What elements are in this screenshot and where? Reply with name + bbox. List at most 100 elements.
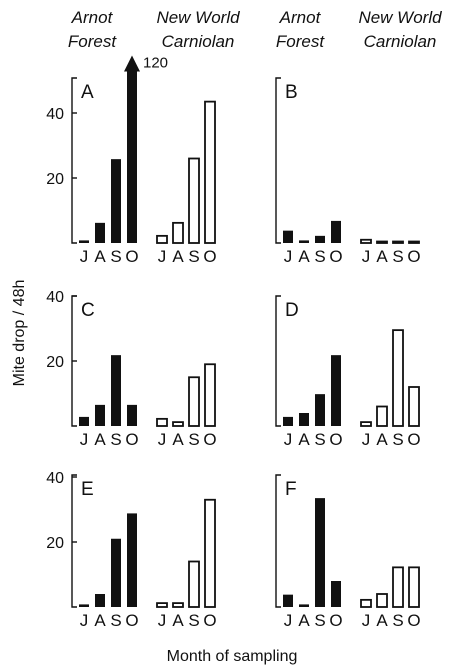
x-axis-label: Month of sampling [167,648,298,665]
x-tick-label: J [158,430,167,449]
x-tick-label: S [314,430,325,449]
bar-carniolan-a [376,240,388,244]
bar-carniolan-o [204,498,216,608]
bar-carniolan-j [360,598,372,608]
bar-arnot-a [95,594,105,607]
bar-carniolan-o [408,386,420,427]
group-label-2-line1: New World [156,8,240,27]
bar-carniolan-o [204,100,216,244]
x-tick-label: A [172,430,184,449]
panel-f: FJ A S O J A S O [275,474,421,630]
bar-arnot-a [299,240,309,243]
x-tick-label: O [329,611,342,630]
x-tick-label: A [94,430,106,449]
bar-arnot-s [111,355,121,426]
x-tick-label: A [298,611,310,630]
panel-label: A [81,82,94,103]
bar-arnot-o [127,404,137,426]
x-tick-label: O [125,430,138,449]
bar-carniolan-o [408,240,420,244]
x-tick-label: A [376,247,388,266]
x-tick-label: J [284,430,293,449]
y-axis-label: Mite drop / 48h [11,280,28,387]
x-tick-label: J [284,611,293,630]
overflow-value-label: 120 [143,55,168,72]
bar-arnot-o [127,67,137,243]
x-tick-label: O [203,247,216,266]
bar-arnot-o [127,513,137,607]
x-tick-label: O [203,430,216,449]
x-tick-label: A [172,247,184,266]
x-tick-label: S [110,430,121,449]
x-tick-label: S [110,611,121,630]
x-tick-label: S [392,247,403,266]
y-tick-label: 20 [46,354,64,371]
bar-carniolan-j [156,417,168,427]
bar-arnot-o [331,220,341,243]
x-tick-label: S [110,247,121,266]
bar-arnot-j [283,594,293,607]
x-tick-label: S [314,247,325,266]
bar-arnot-a [95,222,105,243]
panel-label: B [285,82,298,103]
bar-arnot-s [111,159,121,243]
x-tick-label: S [188,611,199,630]
bar-carniolan-o [408,566,420,608]
x-tick-label: J [80,430,89,449]
bar-carniolan-s [188,376,200,427]
y-axis-line [275,474,281,608]
bar-arnot-o [331,581,341,607]
x-tick-label: O [407,611,420,630]
x-tick-label: S [392,611,403,630]
bar-arnot-j [79,604,89,607]
y-axis-line [275,295,281,427]
group-label-1-line1: Arnot [71,8,114,27]
x-tick-label: O [329,247,342,266]
group-label-1-line2: Forest [68,32,117,51]
bar-carniolan-s [392,329,404,427]
x-tick-label: S [392,430,403,449]
panel-label: F [285,479,297,500]
x-tick-label: J [158,611,167,630]
y-axis-line [71,77,77,244]
bar-arnot-j [79,416,89,426]
bar-arnot-s [111,538,121,607]
bar-carniolan-j [360,238,372,244]
group-label-3-line1: Arnot [279,8,322,27]
x-tick-label: A [376,611,388,630]
y-tick-label: 40 [46,289,64,306]
group-label-2-line2: Carniolan [162,32,235,51]
bar-carniolan-j [360,421,372,427]
bar-arnot-j [283,230,293,243]
y-tick-label: 20 [46,171,64,188]
panel-b: BJ A S O J A S O [275,77,421,266]
group-label-4-line2: Carniolan [364,32,437,51]
bar-arnot-s [315,498,325,607]
bar-arnot-s [315,235,325,243]
panel-label: C [81,300,95,321]
y-axis-line [71,474,77,608]
y-tick-label: 20 [46,535,64,552]
group-label-3-line2: Forest [276,32,325,51]
x-tick-label: A [94,247,106,266]
x-tick-label: J [362,611,371,630]
panel-d: DJ A S O J A S O [275,295,421,449]
group-header: Arnot Forest New World Carniolan Arnot F… [68,8,442,51]
panel-label: D [285,300,299,321]
x-tick-label: J [362,430,371,449]
bar-carniolan-a [376,593,388,608]
x-tick-label: A [94,611,106,630]
x-tick-label: O [125,247,138,266]
bar-carniolan-j [156,234,168,244]
y-axis-line [275,77,281,244]
bar-carniolan-j [156,602,168,608]
y-tick-label: 40 [46,470,64,487]
x-tick-label: J [362,247,371,266]
x-tick-label: A [376,430,388,449]
bar-carniolan-o [204,363,216,427]
